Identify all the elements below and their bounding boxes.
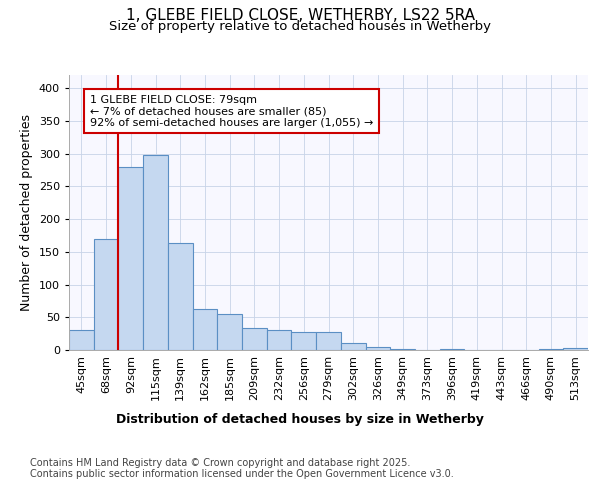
Bar	[69, 330, 94, 350]
Bar	[94, 238, 118, 350]
Text: Distribution of detached houses by size in Wetherby: Distribution of detached houses by size …	[116, 412, 484, 426]
Bar	[118, 166, 143, 350]
Bar	[316, 332, 341, 350]
Text: Size of property relative to detached houses in Wetherby: Size of property relative to detached ho…	[109, 20, 491, 33]
Bar	[217, 314, 242, 350]
Text: 1, GLEBE FIELD CLOSE, WETHERBY, LS22 5RA: 1, GLEBE FIELD CLOSE, WETHERBY, LS22 5RA	[125, 8, 475, 22]
Bar	[341, 344, 365, 350]
Bar	[390, 348, 415, 350]
Bar	[193, 308, 217, 350]
Bar	[292, 332, 316, 350]
Bar	[365, 346, 390, 350]
Y-axis label: Number of detached properties: Number of detached properties	[20, 114, 33, 311]
Text: Contains HM Land Registry data © Crown copyright and database right 2025.
Contai: Contains HM Land Registry data © Crown c…	[30, 458, 454, 479]
Text: 1 GLEBE FIELD CLOSE: 79sqm
← 7% of detached houses are smaller (85)
92% of semi-: 1 GLEBE FIELD CLOSE: 79sqm ← 7% of detac…	[90, 94, 373, 128]
Bar	[143, 155, 168, 350]
Bar	[168, 244, 193, 350]
Bar	[267, 330, 292, 350]
Bar	[242, 328, 267, 350]
Bar	[563, 348, 588, 350]
